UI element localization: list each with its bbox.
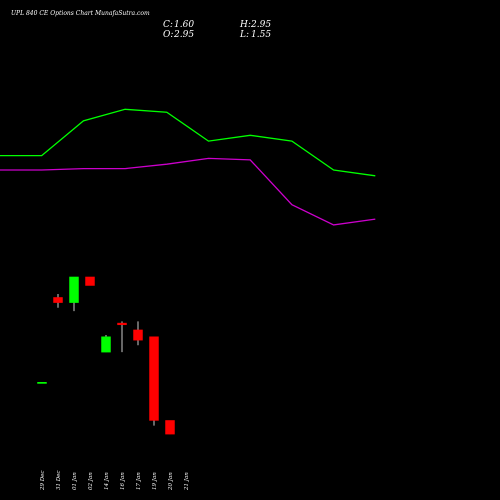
candle-body xyxy=(69,276,79,303)
candle-body xyxy=(37,382,47,384)
candle-body xyxy=(149,336,159,421)
close-label: C: xyxy=(163,20,173,30)
candle xyxy=(133,321,143,346)
x-tick-label: 21 Jan xyxy=(184,472,190,491)
open-label: O: xyxy=(163,30,173,40)
x-tick-label: 01 Jan xyxy=(72,472,78,490)
x-tick-label: 02 Jan xyxy=(88,472,94,490)
x-tick-label: 20 Jan xyxy=(168,472,174,491)
high-value: 2.95 xyxy=(250,20,271,30)
low-label: L: xyxy=(239,30,249,40)
chart-title: UPL 840 CE Options Chart MunafaSutra.com xyxy=(11,10,150,17)
candle xyxy=(149,336,159,426)
candle xyxy=(37,382,47,384)
candle-body xyxy=(165,420,175,435)
series-line-1 xyxy=(0,108,376,177)
ohlc-readout: C: 1.60 H: 2.95 O: 2.95 L: 1.55 xyxy=(163,20,271,40)
close-value: 1.60 xyxy=(174,20,194,30)
candle xyxy=(117,321,127,353)
x-tick-label: 17 Jan xyxy=(136,472,142,490)
low-value: 1.55 xyxy=(251,30,271,40)
candle xyxy=(53,294,63,308)
x-tick-label: 29 Dec xyxy=(40,471,46,492)
x-tick-label: 14 Jan xyxy=(104,472,110,490)
candle-body xyxy=(117,322,127,326)
x-tick-label: 31 Dec xyxy=(56,471,62,491)
candle xyxy=(165,420,175,435)
candle xyxy=(85,276,95,286)
candle-body xyxy=(101,336,111,353)
open-value: 2.95 xyxy=(173,30,194,40)
candlesticks xyxy=(37,276,175,435)
candle-body xyxy=(133,329,143,341)
x-tick-label: 16 Jan xyxy=(120,472,126,490)
candle xyxy=(69,276,79,312)
candle-body xyxy=(85,276,95,286)
high-label: H: xyxy=(239,20,251,30)
x-tick-label: 19 Jan xyxy=(152,472,158,490)
candle-body xyxy=(53,297,63,303)
series-line-2 xyxy=(0,157,376,226)
indicator-lines xyxy=(0,108,376,226)
x-axis-labels: 29 Dec 31 Dec 01 Jan 02 Jan 14 Jan 16 Jan 17 J… xyxy=(40,471,190,492)
candle xyxy=(101,335,111,353)
